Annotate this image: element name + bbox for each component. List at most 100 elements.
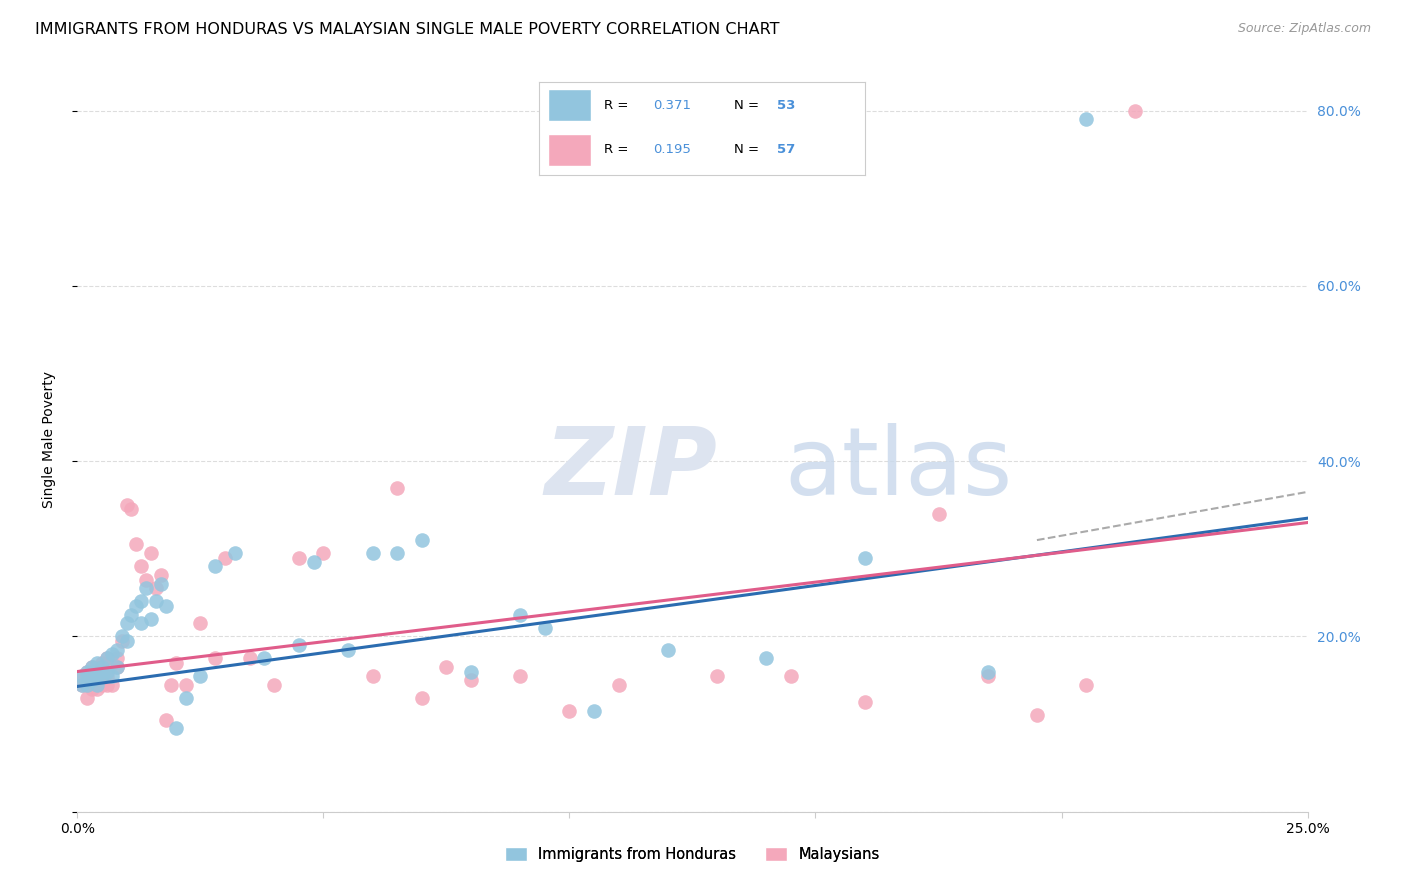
- Point: [263, 678, 285, 692]
- Point: [86, 669, 108, 683]
- Point: [204, 559, 226, 574]
- Text: atlas: atlas: [785, 423, 1012, 515]
- Point: [76, 665, 98, 679]
- Point: [111, 633, 132, 648]
- Point: [302, 555, 325, 569]
- Point: [70, 669, 93, 683]
- Point: [115, 616, 138, 631]
- Point: [82, 669, 104, 683]
- Point: [558, 704, 581, 718]
- Point: [96, 678, 118, 692]
- Point: [125, 599, 148, 613]
- Point: [131, 559, 153, 574]
- Point: [105, 651, 128, 665]
- Text: Source: ZipAtlas.com: Source: ZipAtlas.com: [1237, 22, 1371, 36]
- Point: [1026, 708, 1049, 723]
- Point: [90, 669, 114, 683]
- Point: [86, 681, 108, 696]
- Point: [101, 678, 124, 692]
- Point: [780, 669, 803, 683]
- Point: [361, 669, 384, 683]
- Point: [121, 607, 143, 622]
- Point: [150, 568, 173, 582]
- Point: [131, 594, 153, 608]
- Point: [96, 669, 118, 683]
- Point: [121, 502, 143, 516]
- Point: [76, 669, 98, 683]
- Point: [111, 630, 132, 644]
- Point: [82, 673, 104, 688]
- Point: [86, 656, 108, 670]
- Point: [204, 651, 226, 665]
- Text: ZIP: ZIP: [546, 423, 717, 515]
- Point: [853, 550, 876, 565]
- Point: [928, 507, 950, 521]
- Point: [337, 642, 360, 657]
- Point: [70, 678, 93, 692]
- Point: [288, 638, 311, 652]
- Point: [155, 713, 177, 727]
- Point: [977, 665, 1000, 679]
- Point: [509, 669, 531, 683]
- Point: [101, 656, 124, 670]
- Point: [90, 656, 114, 670]
- Point: [125, 537, 148, 551]
- Point: [86, 673, 108, 688]
- Point: [312, 546, 335, 560]
- Point: [101, 647, 124, 661]
- Point: [239, 651, 262, 665]
- Point: [76, 690, 98, 705]
- Point: [135, 582, 157, 596]
- Point: [90, 665, 114, 679]
- Point: [607, 678, 630, 692]
- Point: [150, 577, 173, 591]
- Point: [141, 612, 163, 626]
- Text: IMMIGRANTS FROM HONDURAS VS MALAYSIAN SINGLE MALE POVERTY CORRELATION CHART: IMMIGRANTS FROM HONDURAS VS MALAYSIAN SI…: [35, 22, 780, 37]
- Y-axis label: Single Male Poverty: Single Male Poverty: [42, 371, 56, 508]
- Point: [755, 651, 778, 665]
- Point: [155, 599, 177, 613]
- Point: [361, 546, 384, 560]
- Point: [115, 498, 138, 512]
- Point: [96, 651, 118, 665]
- Point: [105, 660, 128, 674]
- Point: [76, 678, 98, 692]
- Point: [115, 633, 138, 648]
- Point: [82, 660, 104, 674]
- Point: [90, 660, 114, 674]
- Point: [76, 678, 98, 692]
- Point: [977, 669, 1000, 683]
- Point: [583, 704, 606, 718]
- Point: [90, 669, 114, 683]
- Point: [1076, 678, 1098, 692]
- Point: [90, 678, 114, 692]
- Point: [145, 582, 167, 596]
- Point: [174, 678, 197, 692]
- Point: [534, 621, 557, 635]
- Point: [101, 669, 124, 683]
- Point: [105, 642, 128, 657]
- Point: [105, 660, 128, 674]
- Legend: Immigrants from Honduras, Malaysians: Immigrants from Honduras, Malaysians: [499, 840, 886, 868]
- Point: [174, 690, 197, 705]
- Point: [82, 673, 104, 688]
- Point: [190, 616, 212, 631]
- Point: [460, 665, 482, 679]
- Point: [160, 678, 183, 692]
- Point: [436, 660, 458, 674]
- Point: [131, 616, 153, 631]
- Point: [387, 481, 409, 495]
- Point: [141, 546, 163, 560]
- Point: [1076, 112, 1098, 127]
- Point: [460, 673, 482, 688]
- Point: [657, 642, 679, 657]
- Point: [165, 656, 187, 670]
- Point: [145, 594, 167, 608]
- Point: [76, 665, 98, 679]
- Point: [96, 665, 118, 679]
- Point: [165, 722, 187, 736]
- Point: [853, 695, 876, 709]
- Point: [82, 681, 104, 696]
- Point: [509, 607, 531, 622]
- Point: [82, 660, 104, 674]
